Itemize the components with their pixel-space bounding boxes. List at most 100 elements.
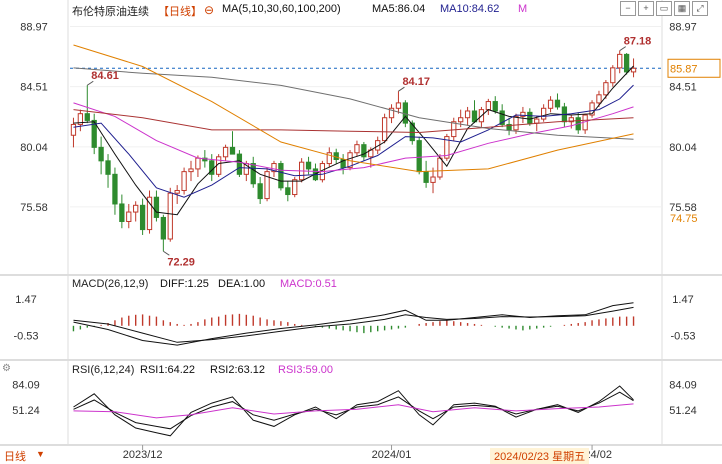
candle-body xyxy=(513,115,519,131)
ma5-value: MA5:86.04 xyxy=(372,3,426,15)
candle-body xyxy=(84,113,90,121)
candle-body xyxy=(506,123,512,131)
candle-body xyxy=(416,140,422,173)
candle-body xyxy=(264,171,270,200)
price-tick-right: 84.51 xyxy=(669,82,697,94)
plus-icon[interactable]: + xyxy=(638,1,654,16)
candle-body xyxy=(623,53,630,73)
price-annotation: 84.17 xyxy=(402,76,430,88)
annotation-pointer xyxy=(398,86,405,92)
candle-body xyxy=(105,160,111,175)
candle-body xyxy=(527,111,533,124)
macd-diff-value: DIFF:1.25 xyxy=(160,278,209,290)
candle-body xyxy=(589,102,595,116)
pane-icon[interactable]: ▭ xyxy=(656,1,672,16)
dropdown-arrow-icon[interactable]: ▼ xyxy=(36,449,45,459)
last-price-label: 85.87 xyxy=(670,63,698,75)
candle-body xyxy=(541,107,547,120)
candle-body xyxy=(534,118,540,124)
macd-tick-left: 1.47 xyxy=(15,294,36,306)
candle-body xyxy=(133,204,139,213)
rsi-tick-right: 84.09 xyxy=(669,379,697,391)
candle-body xyxy=(278,163,284,189)
ma60-line xyxy=(73,109,634,134)
candle-body xyxy=(126,211,132,222)
macd-dea-line xyxy=(73,306,634,343)
annotation-pointer xyxy=(87,80,94,86)
candle-body xyxy=(250,163,256,185)
candle-body xyxy=(499,110,505,125)
minus-icon[interactable]: − xyxy=(620,1,636,16)
candle-body xyxy=(492,101,498,112)
instrument-title: 布伦特原油连续 xyxy=(72,6,149,18)
candle-body xyxy=(554,99,561,108)
rsi2-value: RSI2:63.12 xyxy=(210,364,266,376)
rsi1-line xyxy=(73,385,634,437)
ma30-line xyxy=(73,102,634,173)
candle-body xyxy=(485,101,491,111)
rsi1-value: RSI1:64.22 xyxy=(140,364,196,376)
price-pane[interactable]: 84.61 72.29 84.17 87.18 xyxy=(70,25,721,268)
candle-body xyxy=(547,99,554,109)
candle-body xyxy=(229,146,236,155)
candle-body xyxy=(222,146,229,158)
settings-gear-icon[interactable]: ⚙ xyxy=(2,363,11,374)
price-tick-left: 80.04 xyxy=(20,142,48,154)
rsi-pane[interactable] xyxy=(73,385,634,437)
candle-body xyxy=(388,107,395,119)
candle-body xyxy=(402,102,409,124)
rsi-tick-left: 84.09 xyxy=(12,379,40,391)
candle-body xyxy=(430,176,436,183)
candle-body xyxy=(70,123,77,136)
candle-body xyxy=(167,192,173,240)
candle-body xyxy=(146,196,153,231)
grid-icon[interactable]: ▦ xyxy=(674,1,690,16)
macd-pane[interactable] xyxy=(72,302,635,346)
ma-more-label: M xyxy=(518,3,528,15)
candle-body xyxy=(395,102,402,109)
candle-body xyxy=(340,158,346,169)
crosshair-date: 2024/02/23 星期五 xyxy=(490,448,590,464)
annotation-pointer xyxy=(163,250,170,256)
axis-labels: 88.97 88.97 84.51 84.51 80.04 80.04 75.58 75.58… xyxy=(12,21,697,461)
candle-body xyxy=(464,110,471,119)
candle-body xyxy=(568,117,574,123)
price-tick-left: 84.51 xyxy=(20,82,48,94)
footer-period-label[interactable]: 日线 xyxy=(4,451,26,463)
candle-body xyxy=(153,196,160,218)
macd-value: MACD:0.51 xyxy=(280,278,337,290)
candle-body xyxy=(160,216,166,240)
candle-body xyxy=(188,168,194,173)
ma10-value: MA10:84.62 xyxy=(440,3,500,15)
candle-body xyxy=(271,163,277,173)
candle-body xyxy=(305,161,312,170)
rsi-title[interactable]: RSI(6,12,24) xyxy=(72,364,135,376)
ma-params-label[interactable]: MA(5,10,30,60,100,200) xyxy=(222,3,341,15)
macd-title[interactable]: MACD(26,12,9) xyxy=(72,278,149,290)
candle-body xyxy=(617,53,623,69)
candle-body xyxy=(285,187,291,196)
ma10-line xyxy=(73,84,634,198)
settings-icon[interactable]: ⊖ xyxy=(204,3,215,17)
price-tick-left: 75.58 xyxy=(20,202,48,214)
period-label[interactable]: 【日线】 xyxy=(158,6,202,18)
candle-body xyxy=(603,82,609,96)
candle-body xyxy=(458,117,464,123)
candle-body xyxy=(181,171,187,191)
candle-body xyxy=(292,179,298,196)
candle-body xyxy=(610,67,616,84)
candle-body xyxy=(236,153,243,175)
macd-tick-left: -0.53 xyxy=(13,331,38,343)
candle-body xyxy=(381,117,388,142)
expand-icon[interactable]: ⤢ xyxy=(692,1,708,16)
rsi-tick-right: 51.24 xyxy=(669,405,697,417)
macd-dea-value: DEA:1.00 xyxy=(218,278,266,290)
candle-body xyxy=(91,119,97,148)
macd-tick-right: 1.47 xyxy=(672,294,693,306)
candle-body xyxy=(112,173,118,205)
x-tick-label: 2024/01 xyxy=(372,449,412,461)
candle-body xyxy=(257,183,263,200)
x-tick-label: 2023/12 xyxy=(123,449,163,461)
price-annotation: 87.18 xyxy=(624,36,652,48)
